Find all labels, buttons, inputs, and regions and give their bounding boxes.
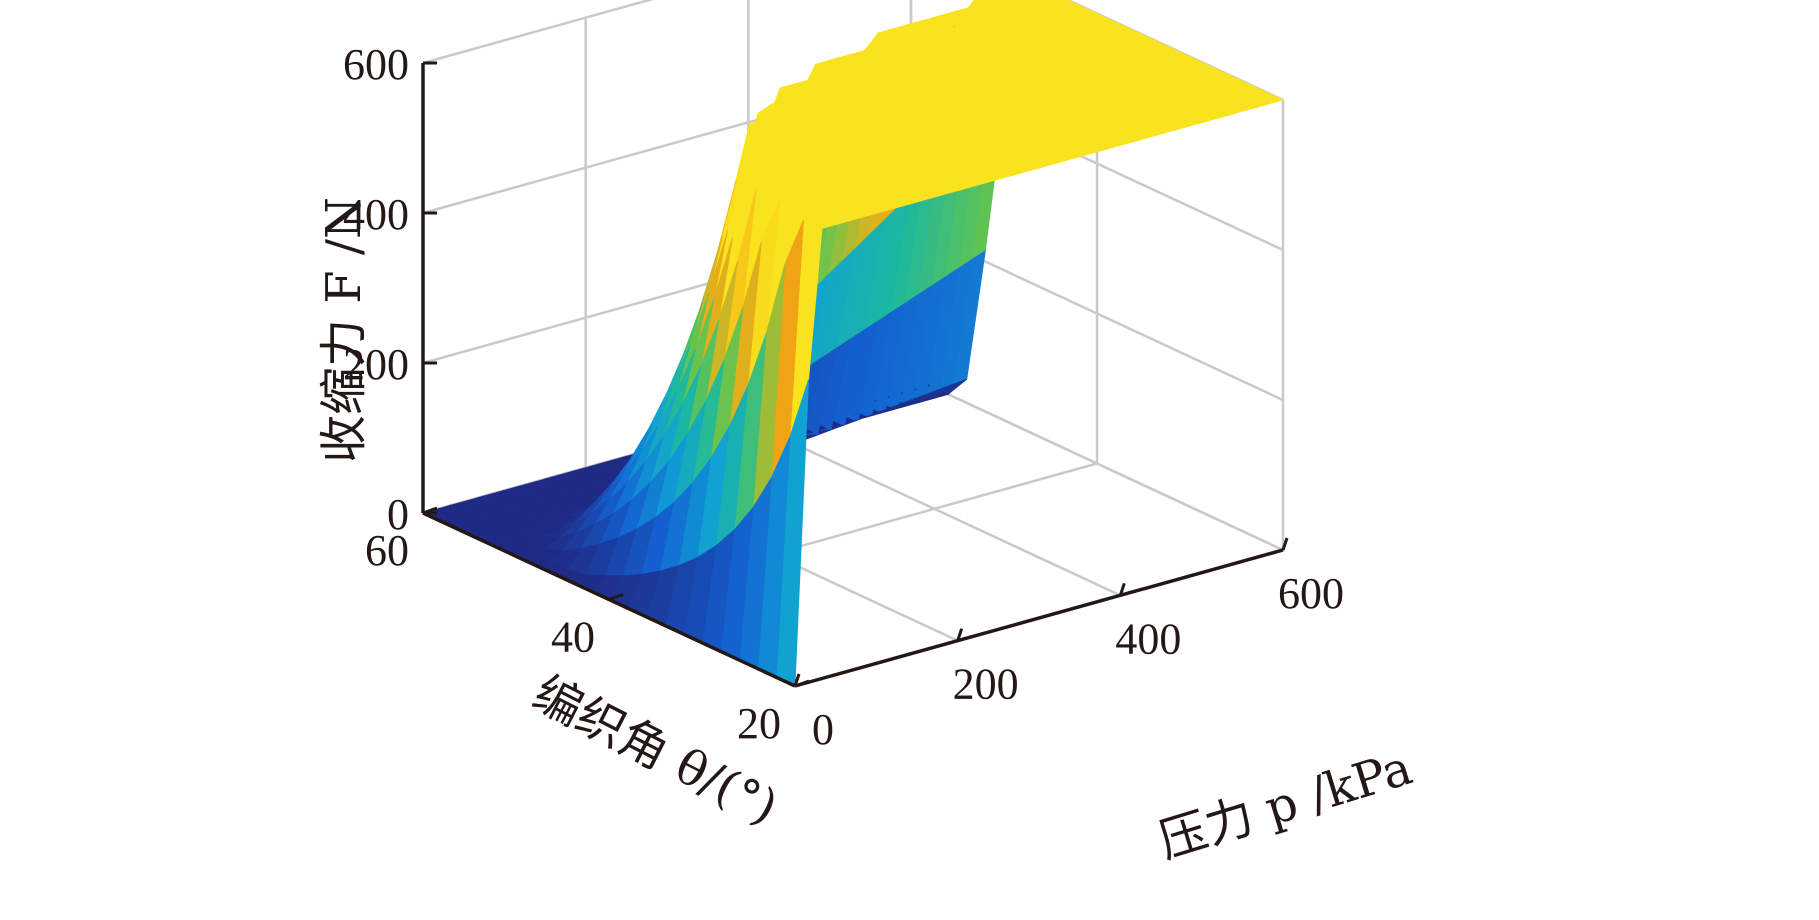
x-tick-mark [1281,537,1289,551]
y-tick-mark [608,593,624,601]
grid-line-back-wall-z [422,0,654,65]
x-tick-label: 200 [953,660,1019,709]
x-tick-label: 600 [1278,569,1344,618]
x-tick-mark [956,628,964,642]
y-tick-mark [794,679,810,688]
y-tick-label: 20 [737,699,781,748]
x-tick-label: 400 [1115,614,1181,663]
x-tick-label: 0 [812,705,834,754]
z-tick-label: 600 [343,40,409,89]
y-tick-label: 40 [551,613,595,662]
surface-layer [421,0,1285,687]
z-axis-label: 收缩力 F /N [316,197,372,463]
y-tick-label: 60 [365,526,409,575]
x-axis-line [794,548,1284,688]
x-tick-mark [1118,582,1126,596]
z-tick-label: 200 [343,340,409,389]
surface-patch [1023,0,1048,5]
x-tick-mark [793,673,801,687]
z-tick-label: 400 [343,190,409,239]
z-tick-label: 0 [387,490,409,539]
x-axis-label: 压力 p /kPa [1152,740,1418,870]
y-axis-label: 编织角 θ/(°) [524,665,786,836]
